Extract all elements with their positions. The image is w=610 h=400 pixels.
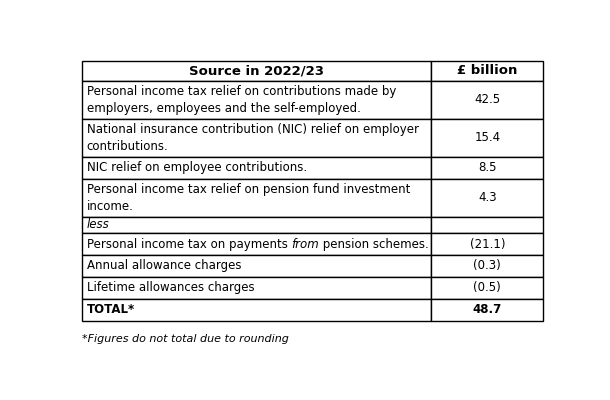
Bar xyxy=(82,179,431,217)
Text: (0.5): (0.5) xyxy=(473,281,501,294)
Text: 15.4: 15.4 xyxy=(474,132,500,144)
Text: Personal income tax relief on contributions made by
employers, employees and the: Personal income tax relief on contributi… xyxy=(87,85,396,115)
Text: 4.3: 4.3 xyxy=(478,191,497,204)
Bar xyxy=(431,61,544,81)
Bar xyxy=(431,179,544,217)
Bar xyxy=(82,233,431,255)
Bar xyxy=(82,217,431,233)
Bar xyxy=(82,119,431,157)
Bar xyxy=(82,157,431,179)
Bar xyxy=(431,299,544,320)
Text: TOTAL*: TOTAL* xyxy=(87,303,135,316)
Bar xyxy=(82,61,431,81)
Bar xyxy=(82,81,431,119)
Text: £ billion: £ billion xyxy=(457,64,517,78)
Text: Personal income tax on payments: Personal income tax on payments xyxy=(87,238,292,250)
Bar xyxy=(431,277,544,299)
Bar xyxy=(431,233,544,255)
Bar xyxy=(82,299,431,320)
Text: Personal income tax relief on pension fund investment
income.: Personal income tax relief on pension fu… xyxy=(87,182,410,212)
Text: 48.7: 48.7 xyxy=(473,303,502,316)
Bar xyxy=(431,81,544,119)
Text: (21.1): (21.1) xyxy=(470,238,505,250)
Bar xyxy=(431,255,544,277)
Bar xyxy=(431,217,544,233)
Bar xyxy=(82,255,431,277)
Text: National insurance contribution (NIC) relief on employer
contributions.: National insurance contribution (NIC) re… xyxy=(87,123,418,153)
Text: *Figures do not total due to rounding: *Figures do not total due to rounding xyxy=(82,334,289,344)
Text: from: from xyxy=(292,238,319,250)
Bar xyxy=(82,277,431,299)
Text: 8.5: 8.5 xyxy=(478,162,497,174)
Text: Lifetime allowances charges: Lifetime allowances charges xyxy=(87,281,254,294)
Text: NIC relief on employee contributions.: NIC relief on employee contributions. xyxy=(87,162,307,174)
Text: Annual allowance charges: Annual allowance charges xyxy=(87,259,241,272)
Bar xyxy=(431,157,544,179)
Text: Source in 2022/23: Source in 2022/23 xyxy=(189,64,324,78)
Text: 42.5: 42.5 xyxy=(474,94,500,106)
Text: (0.3): (0.3) xyxy=(473,259,501,272)
Text: less: less xyxy=(87,218,109,232)
Text: pension schemes.: pension schemes. xyxy=(319,238,429,250)
Bar xyxy=(431,119,544,157)
